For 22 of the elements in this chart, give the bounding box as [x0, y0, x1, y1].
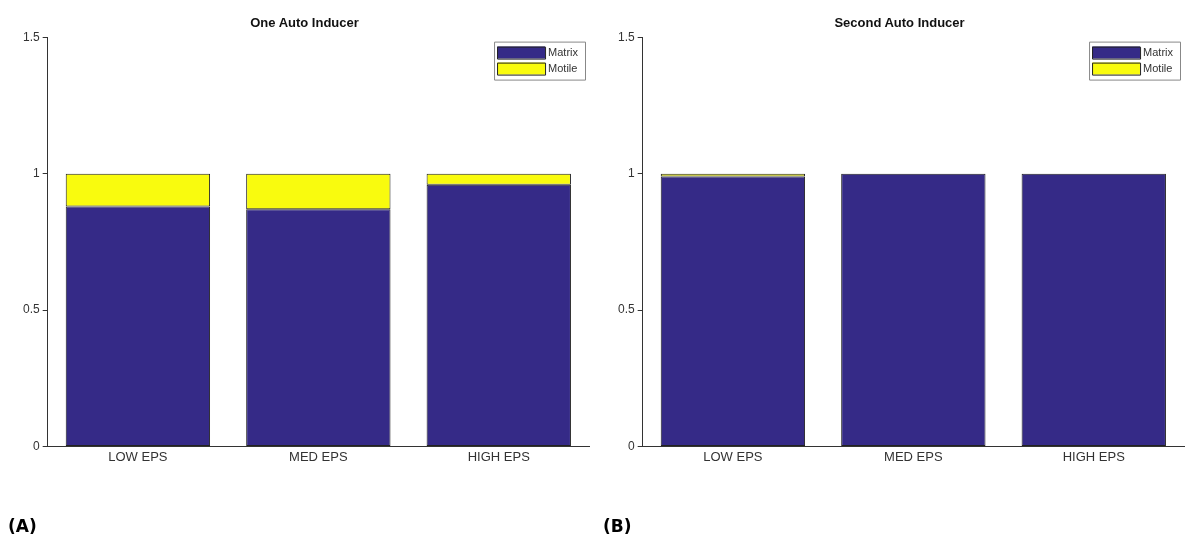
legend-label: Motile [548, 61, 578, 74]
legend-label: Matrix [1143, 45, 1174, 58]
x-tick-label: MED EPS [884, 448, 943, 464]
chart-title: Second Auto Inducer [834, 15, 965, 31]
chart-title: One Auto Inducer [250, 15, 359, 31]
legend-label: Matrix [548, 45, 579, 58]
y-tick-label: 0 [32, 438, 40, 453]
text: (A) [8, 516, 37, 536]
text: (B) [603, 516, 632, 536]
x-tick-label: LOW EPS [108, 448, 168, 464]
y-tick-label: 1.5 [617, 29, 635, 44]
x-tick-label: HIGH EPS [467, 448, 531, 464]
y-tick-label: 0.5 [617, 302, 635, 317]
y-tick-label: 1 [32, 166, 40, 181]
y-tick-label: 1.5 [22, 29, 40, 44]
x-tick-label: HIGH EPS [1062, 448, 1126, 464]
legend-label: Motile [1143, 61, 1173, 74]
y-tick-label: 0.5 [22, 302, 40, 317]
x-tick-label: MED EPS [289, 448, 348, 464]
y-tick-label: 1 [627, 166, 635, 181]
y-tick-label: 0 [627, 438, 635, 453]
x-tick-label: LOW EPS [703, 448, 763, 464]
